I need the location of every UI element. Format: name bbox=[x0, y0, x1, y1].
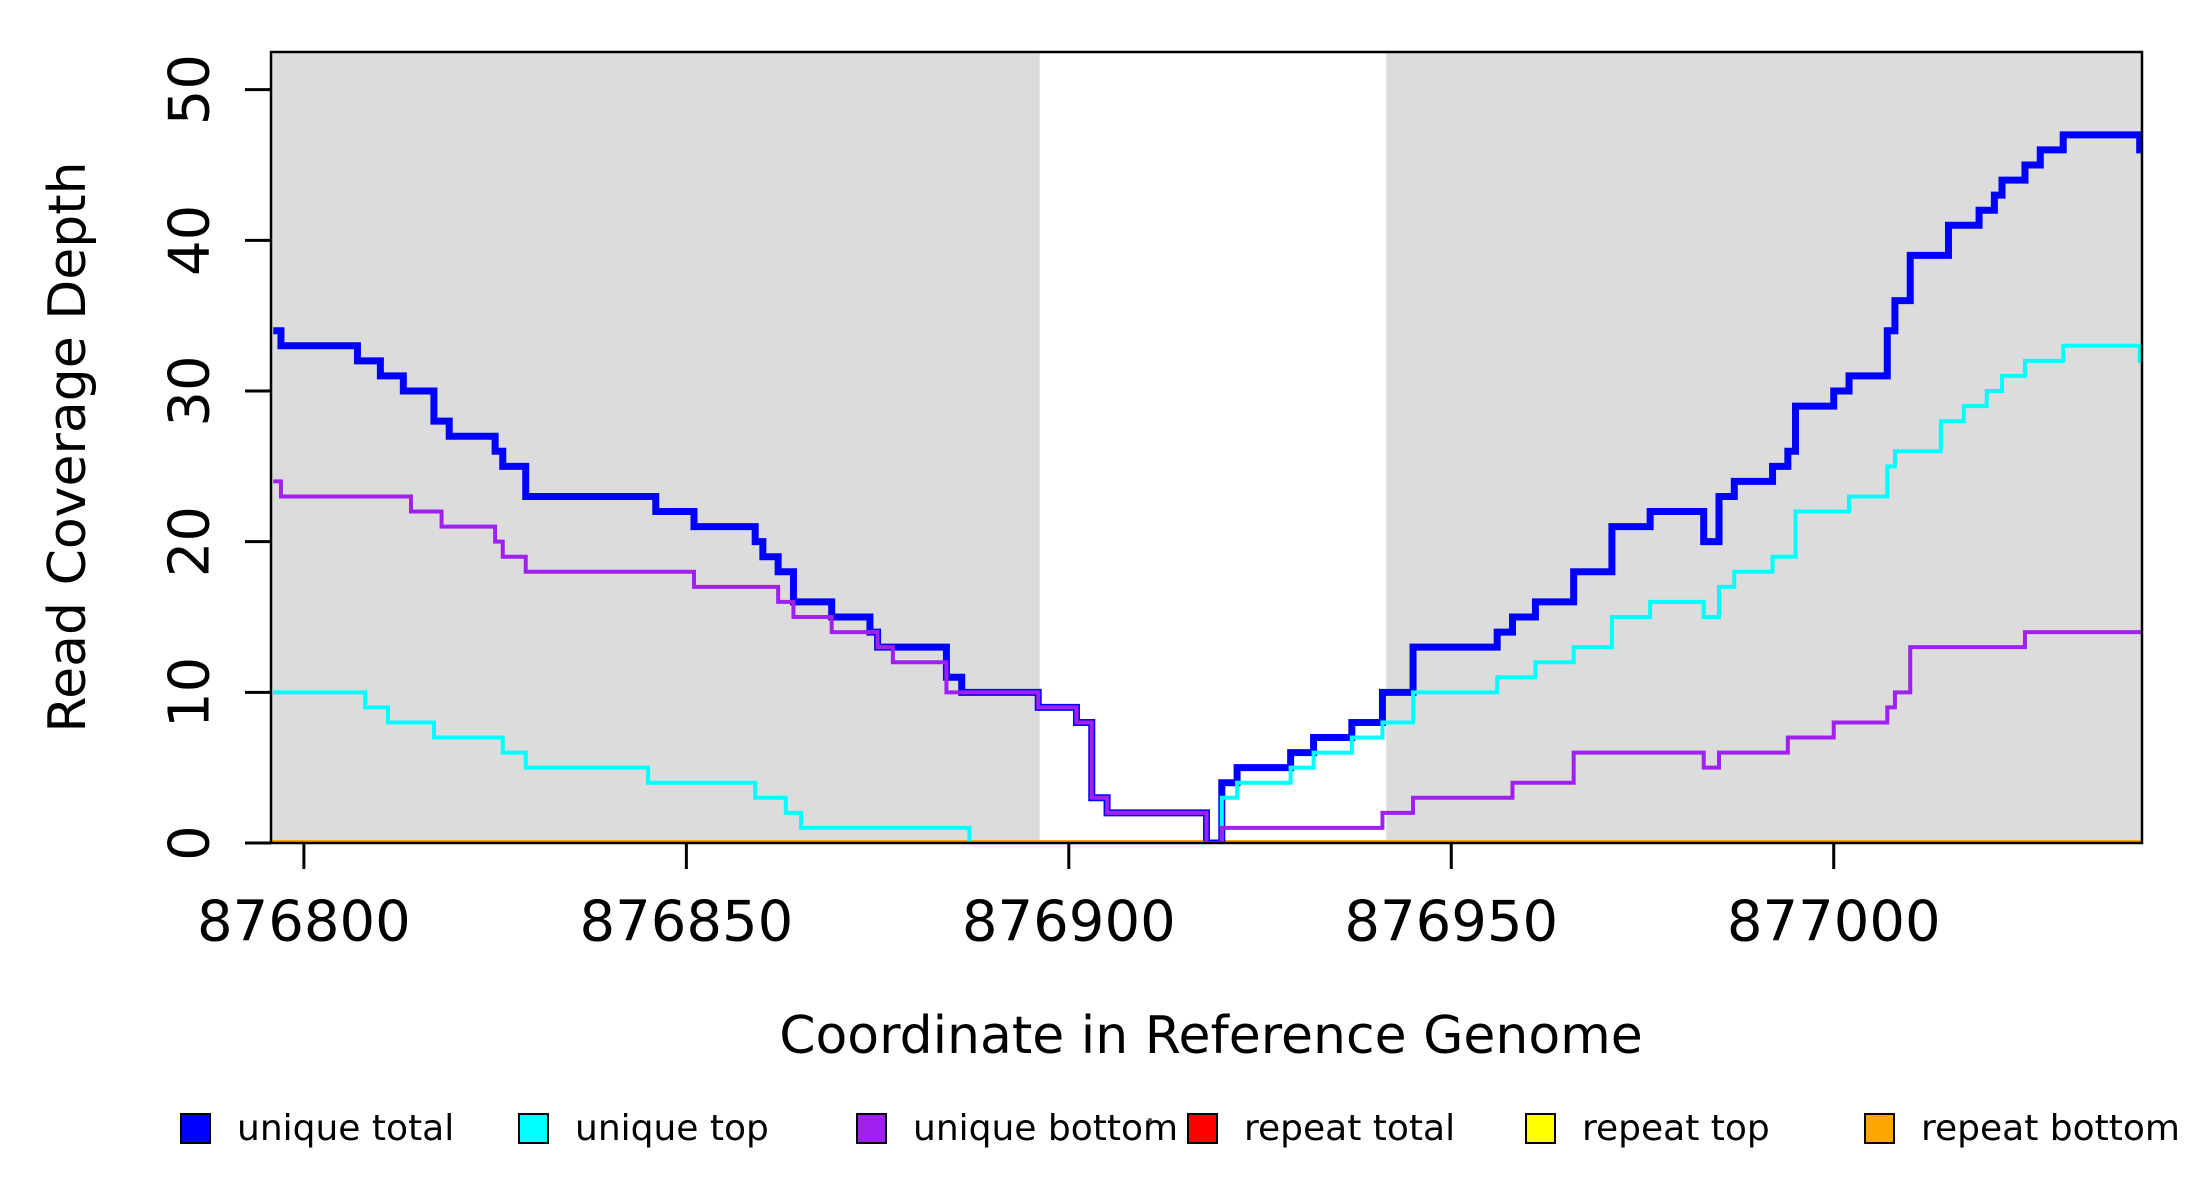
x-tick-label: 877000 bbox=[1727, 890, 1941, 955]
y-tick-label: 30 bbox=[158, 355, 223, 426]
unique-total-swatch-icon bbox=[180, 1112, 211, 1144]
y-tick-label: 20 bbox=[158, 506, 223, 577]
shaded-region-1 bbox=[1386, 52, 2142, 843]
repeat-bottom-swatch-icon bbox=[1864, 1112, 1895, 1144]
x-tick-label: 876800 bbox=[197, 890, 411, 955]
unique-bottom-swatch-icon bbox=[856, 1112, 887, 1144]
legend-label: unique total bbox=[237, 1107, 455, 1149]
y-tick-label: 0 bbox=[158, 825, 223, 861]
legend-label: unique bottom bbox=[913, 1107, 1179, 1149]
series-path-unique-top bbox=[273, 343, 2142, 843]
legend-label: unique top bbox=[575, 1107, 769, 1149]
series-path-unique-bottom bbox=[273, 479, 2142, 843]
legend-item-repeat-total: repeat total bbox=[1187, 1107, 1456, 1149]
x-axis-title: Coordinate in Reference Genome bbox=[779, 1006, 1643, 1066]
y-tick-label: 40 bbox=[158, 205, 223, 276]
unique-top-swatch-icon bbox=[518, 1112, 549, 1144]
repeat-top-swatch-icon bbox=[1525, 1112, 1556, 1144]
x-tick-label: 876950 bbox=[1344, 890, 1558, 955]
legend-label: repeat bottom bbox=[1921, 1107, 2180, 1149]
shaded-region-0 bbox=[271, 52, 1040, 843]
series-path-unique-total bbox=[273, 131, 2142, 843]
legend-item-repeat-top: repeat top bbox=[1525, 1107, 1770, 1149]
y-axis-title: Read Coverage Depth bbox=[38, 161, 98, 733]
y-tick-label: 10 bbox=[158, 657, 223, 728]
legend-item-unique-bottom: unique bottom bbox=[856, 1107, 1179, 1149]
legend-item-unique-top: unique top bbox=[518, 1107, 769, 1149]
repeat-total-swatch-icon bbox=[1187, 1112, 1218, 1144]
legend-item-unique-total: unique total bbox=[180, 1107, 455, 1149]
plot-box bbox=[269, 50, 2144, 845]
x-tick-label: 876850 bbox=[579, 890, 793, 955]
legend-label: repeat top bbox=[1582, 1107, 1770, 1149]
legend-label: repeat total bbox=[1244, 1107, 1456, 1149]
legend-item-repeat-bottom: repeat bottom bbox=[1864, 1107, 2180, 1149]
stray-dot bbox=[1148, 1118, 1152, 1122]
x-tick-label: 876900 bbox=[962, 890, 1176, 955]
y-tick-label: 50 bbox=[158, 54, 223, 125]
